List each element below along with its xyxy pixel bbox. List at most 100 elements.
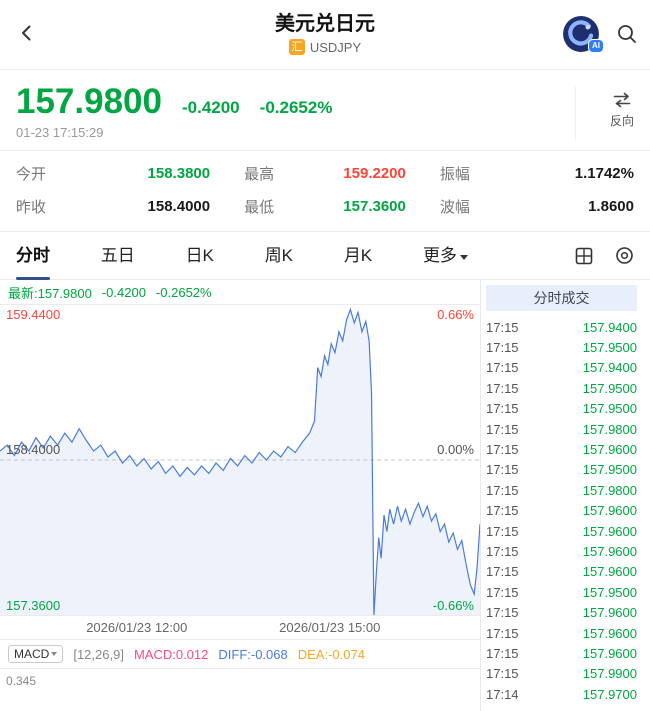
trade-row: 17:15 157.9600 bbox=[486, 562, 637, 582]
price-section: 157.9800 -0.4200 -0.2652% 01-23 17:15:29… bbox=[0, 70, 650, 151]
indicator-scale-top: 0.345 bbox=[6, 674, 37, 688]
stat-open: 今开 158.3800 bbox=[16, 163, 210, 184]
search-button[interactable] bbox=[616, 23, 638, 45]
trade-time: 17:15 bbox=[486, 503, 519, 519]
stat-label: 波幅 bbox=[439, 199, 470, 216]
trade-time: 17:14 bbox=[486, 686, 519, 702]
y-axis-high-percent: 0.66% bbox=[437, 307, 474, 322]
quote-timestamp: 01-23 17:15:29 bbox=[16, 125, 104, 140]
app-logo[interactable]: AI bbox=[562, 15, 604, 53]
trade-price: 157.9600 bbox=[582, 645, 637, 661]
y-axis-mid-price: 158.4000 bbox=[6, 442, 61, 457]
stat-amplitude: 振幅 1.1742% bbox=[440, 163, 634, 184]
x-axis-label: 2026/01/23 15:00 bbox=[279, 620, 381, 635]
caret-down-icon bbox=[51, 652, 58, 656]
trade-row: 17:15 157.9500 bbox=[486, 378, 637, 398]
y-axis-high-price: 159.4400 bbox=[6, 307, 61, 322]
trade-time: 17:15 bbox=[486, 360, 519, 376]
dea-value: DEA:-0.074 bbox=[297, 646, 365, 662]
tab-five-day[interactable]: 五日 bbox=[101, 232, 135, 280]
trade-row: 17:15 157.9400 bbox=[486, 317, 637, 337]
trade-price: 157.9700 bbox=[582, 686, 637, 702]
stat-value: 158.4000 bbox=[147, 198, 211, 215]
tabs-group: 分时 五日 日K 周K 月K 更多 bbox=[16, 232, 468, 280]
period-tabs: 分时 五日 日K 周K 月K 更多 bbox=[0, 232, 650, 280]
tab-monthly-k[interactable]: 月K bbox=[344, 232, 372, 280]
trade-time: 17:15 bbox=[486, 645, 519, 661]
ai-badge: AI bbox=[588, 39, 604, 53]
stat-value: 158.3800 bbox=[147, 165, 211, 182]
stat-label: 最高 bbox=[244, 166, 275, 183]
reverse-pair-button[interactable]: 反向 bbox=[610, 92, 634, 129]
vertical-divider bbox=[575, 86, 576, 140]
search-icon bbox=[618, 25, 636, 43]
trades-list[interactable]: 17:15 157.9400 17:15 157.9500 17:15 157.9400 1… bbox=[486, 317, 637, 711]
stat-label: 昨收 bbox=[16, 199, 47, 216]
tab-weekly-k[interactable]: 周K bbox=[265, 232, 293, 280]
tab-more[interactable]: 更多 bbox=[423, 232, 468, 280]
trade-price: 157.9500 bbox=[582, 401, 637, 417]
indicator-selector[interactable]: MACD bbox=[8, 645, 64, 663]
back-button[interactable] bbox=[10, 16, 44, 50]
latest-quote-line: 最新:157.9800 -0.4200 -0.2652% bbox=[0, 280, 480, 304]
title-block: 美元兑日元 汇 USDJPY bbox=[0, 0, 650, 55]
stat-prev-close: 昨收 158.4000 bbox=[16, 196, 210, 217]
trade-time: 17:15 bbox=[486, 625, 519, 641]
trade-time: 17:15 bbox=[486, 584, 519, 600]
stat-value: 159.2200 bbox=[343, 165, 406, 182]
trade-price: 157.9600 bbox=[582, 523, 637, 539]
swap-arrows-icon bbox=[613, 92, 631, 108]
indicator-bar: MACD [12,26,9] MACD:0.012 DIFF:-0.068 DE… bbox=[0, 639, 480, 669]
chart-tools bbox=[575, 246, 634, 265]
price-change-percent: -0.2652% bbox=[259, 98, 333, 117]
trades-panel: 分时成交 17:15 157.9400 17:15 157.9500 17:15 157.… bbox=[481, 280, 650, 711]
x-axis: 2026/01/23 12:00 2026/01/23 15:00 bbox=[0, 616, 480, 639]
trade-price: 157.9800 bbox=[582, 482, 637, 498]
trade-row: 17:15 157.9500 bbox=[486, 337, 637, 357]
trade-time: 17:15 bbox=[486, 605, 519, 621]
trade-price: 157.9500 bbox=[582, 380, 637, 396]
indicator-settings-icon[interactable] bbox=[615, 246, 634, 265]
trade-time: 17:15 bbox=[486, 523, 519, 539]
stat-low: 最低 157.3600 bbox=[244, 196, 406, 217]
symbol-code: USDJPY bbox=[309, 39, 362, 55]
indicator-selector-label: MACD bbox=[14, 647, 50, 661]
macd-value: MACD:0.012 bbox=[133, 646, 209, 662]
stat-label: 最低 bbox=[244, 199, 275, 216]
trade-price: 157.9600 bbox=[582, 503, 637, 519]
reverse-label: 反向 bbox=[609, 114, 634, 128]
latest-percent: -0.2652% bbox=[155, 284, 212, 300]
trade-time: 17:15 bbox=[486, 462, 519, 478]
trade-time: 17:15 bbox=[486, 421, 519, 437]
trade-time: 17:15 bbox=[486, 380, 519, 396]
trade-time: 17:15 bbox=[486, 442, 519, 458]
grid-layout-icon[interactable] bbox=[575, 247, 593, 265]
tab-label: 五日 bbox=[100, 245, 135, 265]
caret-down-icon bbox=[459, 254, 468, 260]
trade-price: 157.9900 bbox=[582, 666, 637, 682]
trade-row: 17:15 157.9600 bbox=[486, 643, 637, 663]
price-change: -0.4200 bbox=[181, 98, 240, 117]
tab-minute[interactable]: 分时 bbox=[16, 232, 50, 280]
trade-price: 157.9500 bbox=[582, 462, 637, 478]
diff-value: DIFF:-0.068 bbox=[218, 646, 288, 662]
tab-label: 周K bbox=[264, 245, 294, 265]
indicator-params: [12,26,9] bbox=[73, 646, 124, 662]
intraday-chart[interactable]: 159.4400 0.66% 158.4000 0.00% 157.3600 -… bbox=[0, 304, 480, 616]
stat-label: 振幅 bbox=[439, 166, 470, 183]
chart-column: 最新:157.9800 -0.4200 -0.2652% 159.4400 0.… bbox=[0, 280, 481, 711]
price-main: 157.9800 -0.4200 -0.2652% bbox=[16, 82, 634, 122]
tab-daily-k[interactable]: 日K bbox=[186, 232, 214, 280]
symbol-row: 汇 USDJPY bbox=[0, 39, 650, 55]
stat-value: 1.8600 bbox=[588, 198, 634, 215]
trade-row: 17:15 157.9600 bbox=[486, 541, 637, 561]
trade-row: 17:15 157.9600 bbox=[486, 602, 637, 622]
trade-time: 17:15 bbox=[486, 340, 519, 356]
trade-time: 17:15 bbox=[486, 543, 519, 559]
y-axis-low-price: 157.3600 bbox=[6, 598, 61, 613]
trade-price: 157.9600 bbox=[582, 442, 637, 458]
y-axis-low-percent: -0.66% bbox=[432, 598, 474, 613]
trade-price: 157.9500 bbox=[582, 584, 637, 600]
tab-label: 日K bbox=[185, 245, 214, 265]
